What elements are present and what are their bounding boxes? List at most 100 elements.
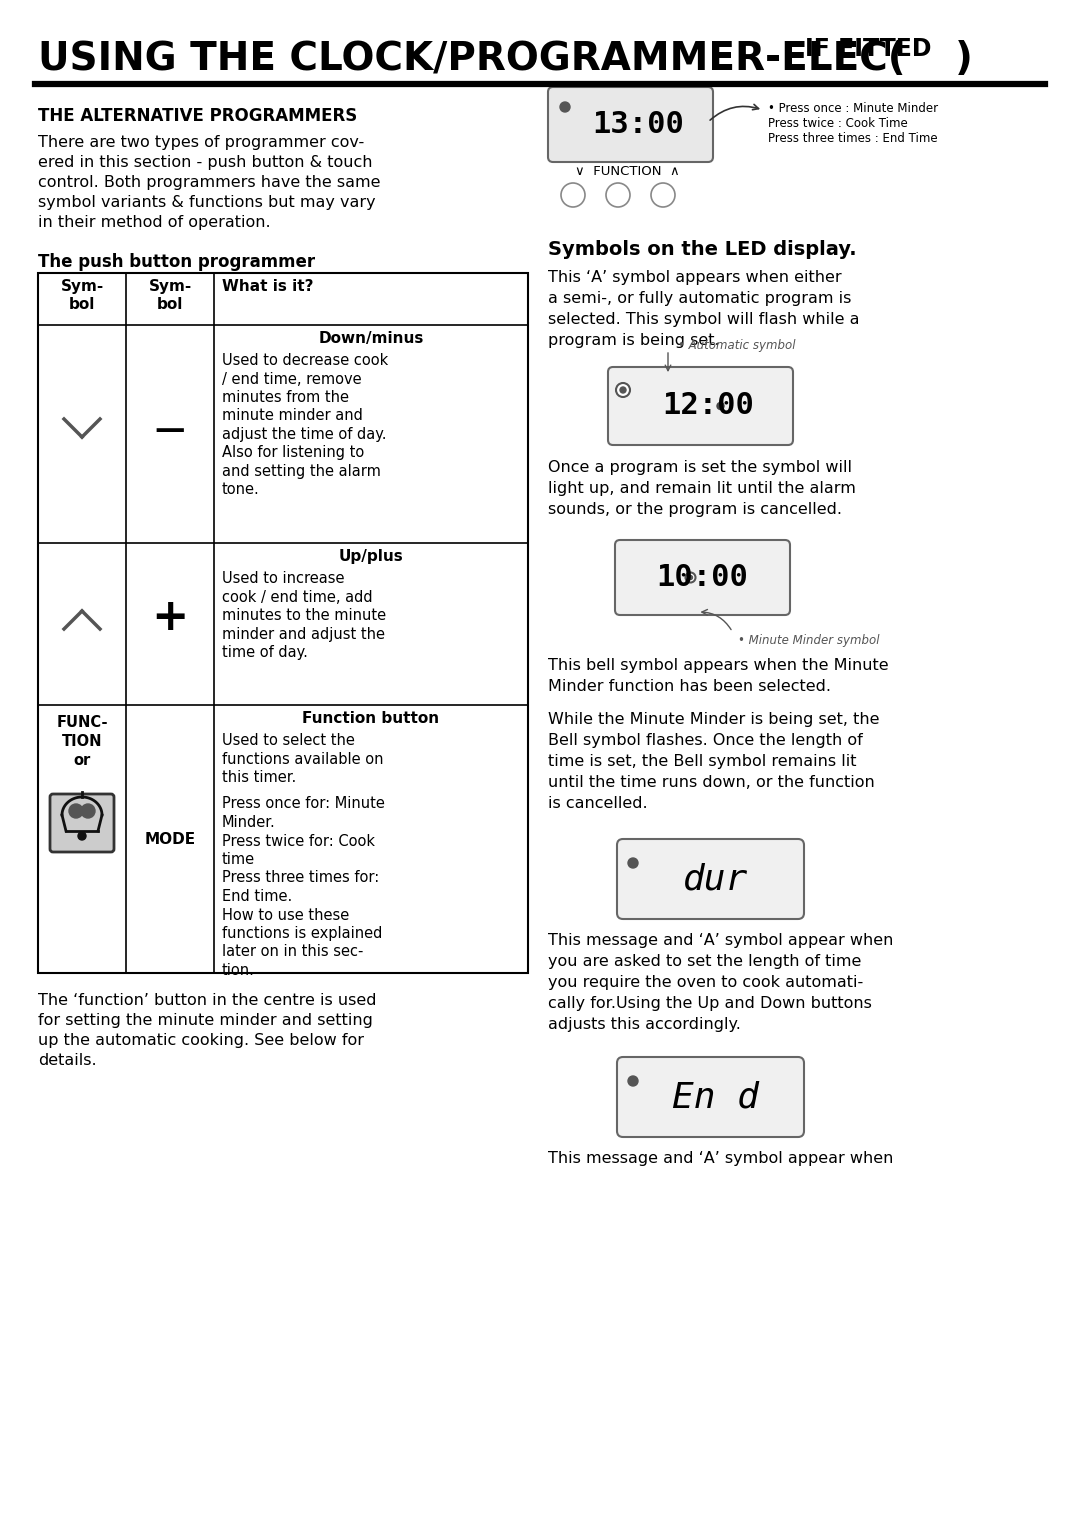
Text: Sym-
bol: Sym- bol: [148, 279, 191, 313]
Text: Once a program is set the symbol will: Once a program is set the symbol will: [548, 460, 852, 475]
Text: minutes to the minute: minutes to the minute: [222, 608, 387, 624]
Text: MODE: MODE: [145, 832, 195, 847]
Text: Bell symbol flashes. Once the length of: Bell symbol flashes. Once the length of: [548, 732, 863, 748]
FancyBboxPatch shape: [548, 87, 713, 162]
Text: This bell symbol appears when the Minute: This bell symbol appears when the Minute: [548, 659, 889, 673]
Text: is cancelled.: is cancelled.: [548, 797, 648, 810]
Text: IF FITTED: IF FITTED: [805, 37, 931, 61]
Circle shape: [627, 1075, 638, 1086]
Circle shape: [561, 103, 570, 112]
Text: +: +: [151, 596, 189, 639]
Text: Press twice for: Cook: Press twice for: Cook: [222, 833, 375, 849]
Text: Minder.: Minder.: [222, 815, 275, 830]
Text: En d: En d: [672, 1080, 759, 1114]
Text: details.: details.: [38, 1052, 96, 1068]
Text: Press twice : Cook Time: Press twice : Cook Time: [768, 116, 908, 130]
Text: minder and adjust the: minder and adjust the: [222, 627, 384, 642]
Text: Press once for: Minute: Press once for: Minute: [222, 797, 384, 812]
Text: 12:00: 12:00: [662, 392, 755, 420]
Text: and setting the alarm: and setting the alarm: [222, 464, 381, 480]
FancyBboxPatch shape: [608, 368, 793, 444]
Circle shape: [81, 804, 95, 818]
Text: • Automatic symbol: • Automatic symbol: [678, 339, 796, 352]
Text: Used to select the: Used to select the: [222, 732, 355, 748]
Circle shape: [616, 383, 630, 397]
Text: control. Both programmers have the same: control. Both programmers have the same: [38, 175, 380, 190]
Text: later on in this sec-: later on in this sec-: [222, 945, 363, 959]
Text: This message and ‘A’ symbol appear when: This message and ‘A’ symbol appear when: [548, 933, 893, 948]
Circle shape: [717, 403, 724, 409]
Text: functions available on: functions available on: [222, 752, 383, 766]
Text: Also for listening to: Also for listening to: [222, 446, 364, 461]
Text: symbol variants & functions but may vary: symbol variants & functions but may vary: [38, 195, 376, 210]
Text: adjust the time of day.: adjust the time of day.: [222, 427, 387, 443]
Text: There are two types of programmer cov-: There are two types of programmer cov-: [38, 135, 364, 150]
Text: FUNC-
TION
or: FUNC- TION or: [56, 715, 108, 769]
Text: Used to decrease cook: Used to decrease cook: [222, 352, 388, 368]
Text: The ‘function’ button in the centre is used: The ‘function’ button in the centre is u…: [38, 993, 377, 1008]
Text: light up, and remain lit until the alarm: light up, and remain lit until the alarm: [548, 481, 855, 496]
Text: this timer.: this timer.: [222, 771, 296, 784]
Text: Press three times for:: Press three times for:: [222, 870, 379, 885]
Text: minutes from the: minutes from the: [222, 391, 349, 404]
FancyBboxPatch shape: [617, 840, 804, 919]
Text: —: —: [154, 415, 186, 443]
Text: selected. This symbol will flash while a: selected. This symbol will flash while a: [548, 313, 860, 326]
Circle shape: [689, 576, 692, 579]
Text: 13:00: 13:00: [593, 110, 685, 139]
Text: time: time: [222, 852, 255, 867]
Text: a semi-, or fully automatic program is: a semi-, or fully automatic program is: [548, 291, 851, 306]
Text: • Press once : Minute Minder: • Press once : Minute Minder: [768, 103, 939, 115]
Circle shape: [686, 573, 696, 582]
Text: cook / end time, add: cook / end time, add: [222, 590, 373, 605]
Text: • Minute Minder symbol: • Minute Minder symbol: [738, 634, 879, 647]
Text: Sym-
bol: Sym- bol: [60, 279, 104, 313]
Circle shape: [620, 388, 626, 394]
Text: tion.: tion.: [222, 964, 255, 977]
Text: dur: dur: [683, 863, 748, 896]
Text: you are asked to set the length of time: you are asked to set the length of time: [548, 954, 862, 970]
Text: until the time runs down, or the function: until the time runs down, or the functio…: [548, 775, 875, 791]
Text: tone.: tone.: [222, 483, 260, 498]
Text: minute minder and: minute minder and: [222, 409, 363, 423]
Circle shape: [651, 182, 675, 207]
Text: What is it?: What is it?: [222, 279, 313, 294]
Text: While the Minute Minder is being set, the: While the Minute Minder is being set, th…: [548, 712, 879, 728]
FancyBboxPatch shape: [50, 794, 114, 852]
Text: sounds, or the program is cancelled.: sounds, or the program is cancelled.: [548, 502, 842, 516]
Text: Used to increase: Used to increase: [222, 571, 345, 587]
Text: time is set, the Bell symbol remains lit: time is set, the Bell symbol remains lit: [548, 754, 856, 769]
Circle shape: [627, 858, 638, 869]
Text: Symbols on the LED display.: Symbols on the LED display.: [548, 241, 856, 259]
Text: End time.: End time.: [222, 889, 293, 904]
Circle shape: [606, 182, 630, 207]
Circle shape: [78, 832, 86, 840]
Text: How to use these: How to use these: [222, 907, 349, 922]
Text: This message and ‘A’ symbol appear when: This message and ‘A’ symbol appear when: [548, 1151, 893, 1166]
Text: ered in this section - push button & touch: ered in this section - push button & tou…: [38, 155, 373, 170]
Text: USING THE CLOCK/PROGRAMMER-ELEC(: USING THE CLOCK/PROGRAMMER-ELEC(: [38, 40, 906, 78]
Text: ): ): [955, 40, 973, 78]
Text: 10:00: 10:00: [657, 562, 748, 591]
FancyBboxPatch shape: [617, 1057, 804, 1137]
Circle shape: [561, 182, 585, 207]
Text: Up/plus: Up/plus: [339, 548, 403, 564]
Text: program is being set.: program is being set.: [548, 332, 719, 348]
Bar: [38, 273, 528, 973]
Text: adjusts this accordingly.: adjusts this accordingly.: [548, 1017, 741, 1033]
Circle shape: [69, 804, 83, 818]
Text: in their method of operation.: in their method of operation.: [38, 214, 271, 230]
Text: THE ALTERNATIVE PROGRAMMERS: THE ALTERNATIVE PROGRAMMERS: [38, 107, 357, 126]
Text: functions is explained: functions is explained: [222, 925, 382, 941]
Text: up the automatic cooking. See below for: up the automatic cooking. See below for: [38, 1033, 364, 1048]
FancyBboxPatch shape: [615, 539, 789, 614]
Text: for setting the minute minder and setting: for setting the minute minder and settin…: [38, 1013, 373, 1028]
Text: Down/minus: Down/minus: [319, 331, 423, 346]
Text: Press three times : End Time: Press three times : End Time: [768, 132, 937, 146]
Text: Function button: Function button: [302, 711, 440, 726]
Text: The push button programmer: The push button programmer: [38, 253, 315, 271]
Text: you require the oven to cook automati-: you require the oven to cook automati-: [548, 974, 863, 990]
Text: ∨  FUNCTION  ∧: ∨ FUNCTION ∧: [575, 165, 679, 178]
Text: Minder function has been selected.: Minder function has been selected.: [548, 679, 831, 694]
Text: time of day.: time of day.: [222, 645, 308, 660]
